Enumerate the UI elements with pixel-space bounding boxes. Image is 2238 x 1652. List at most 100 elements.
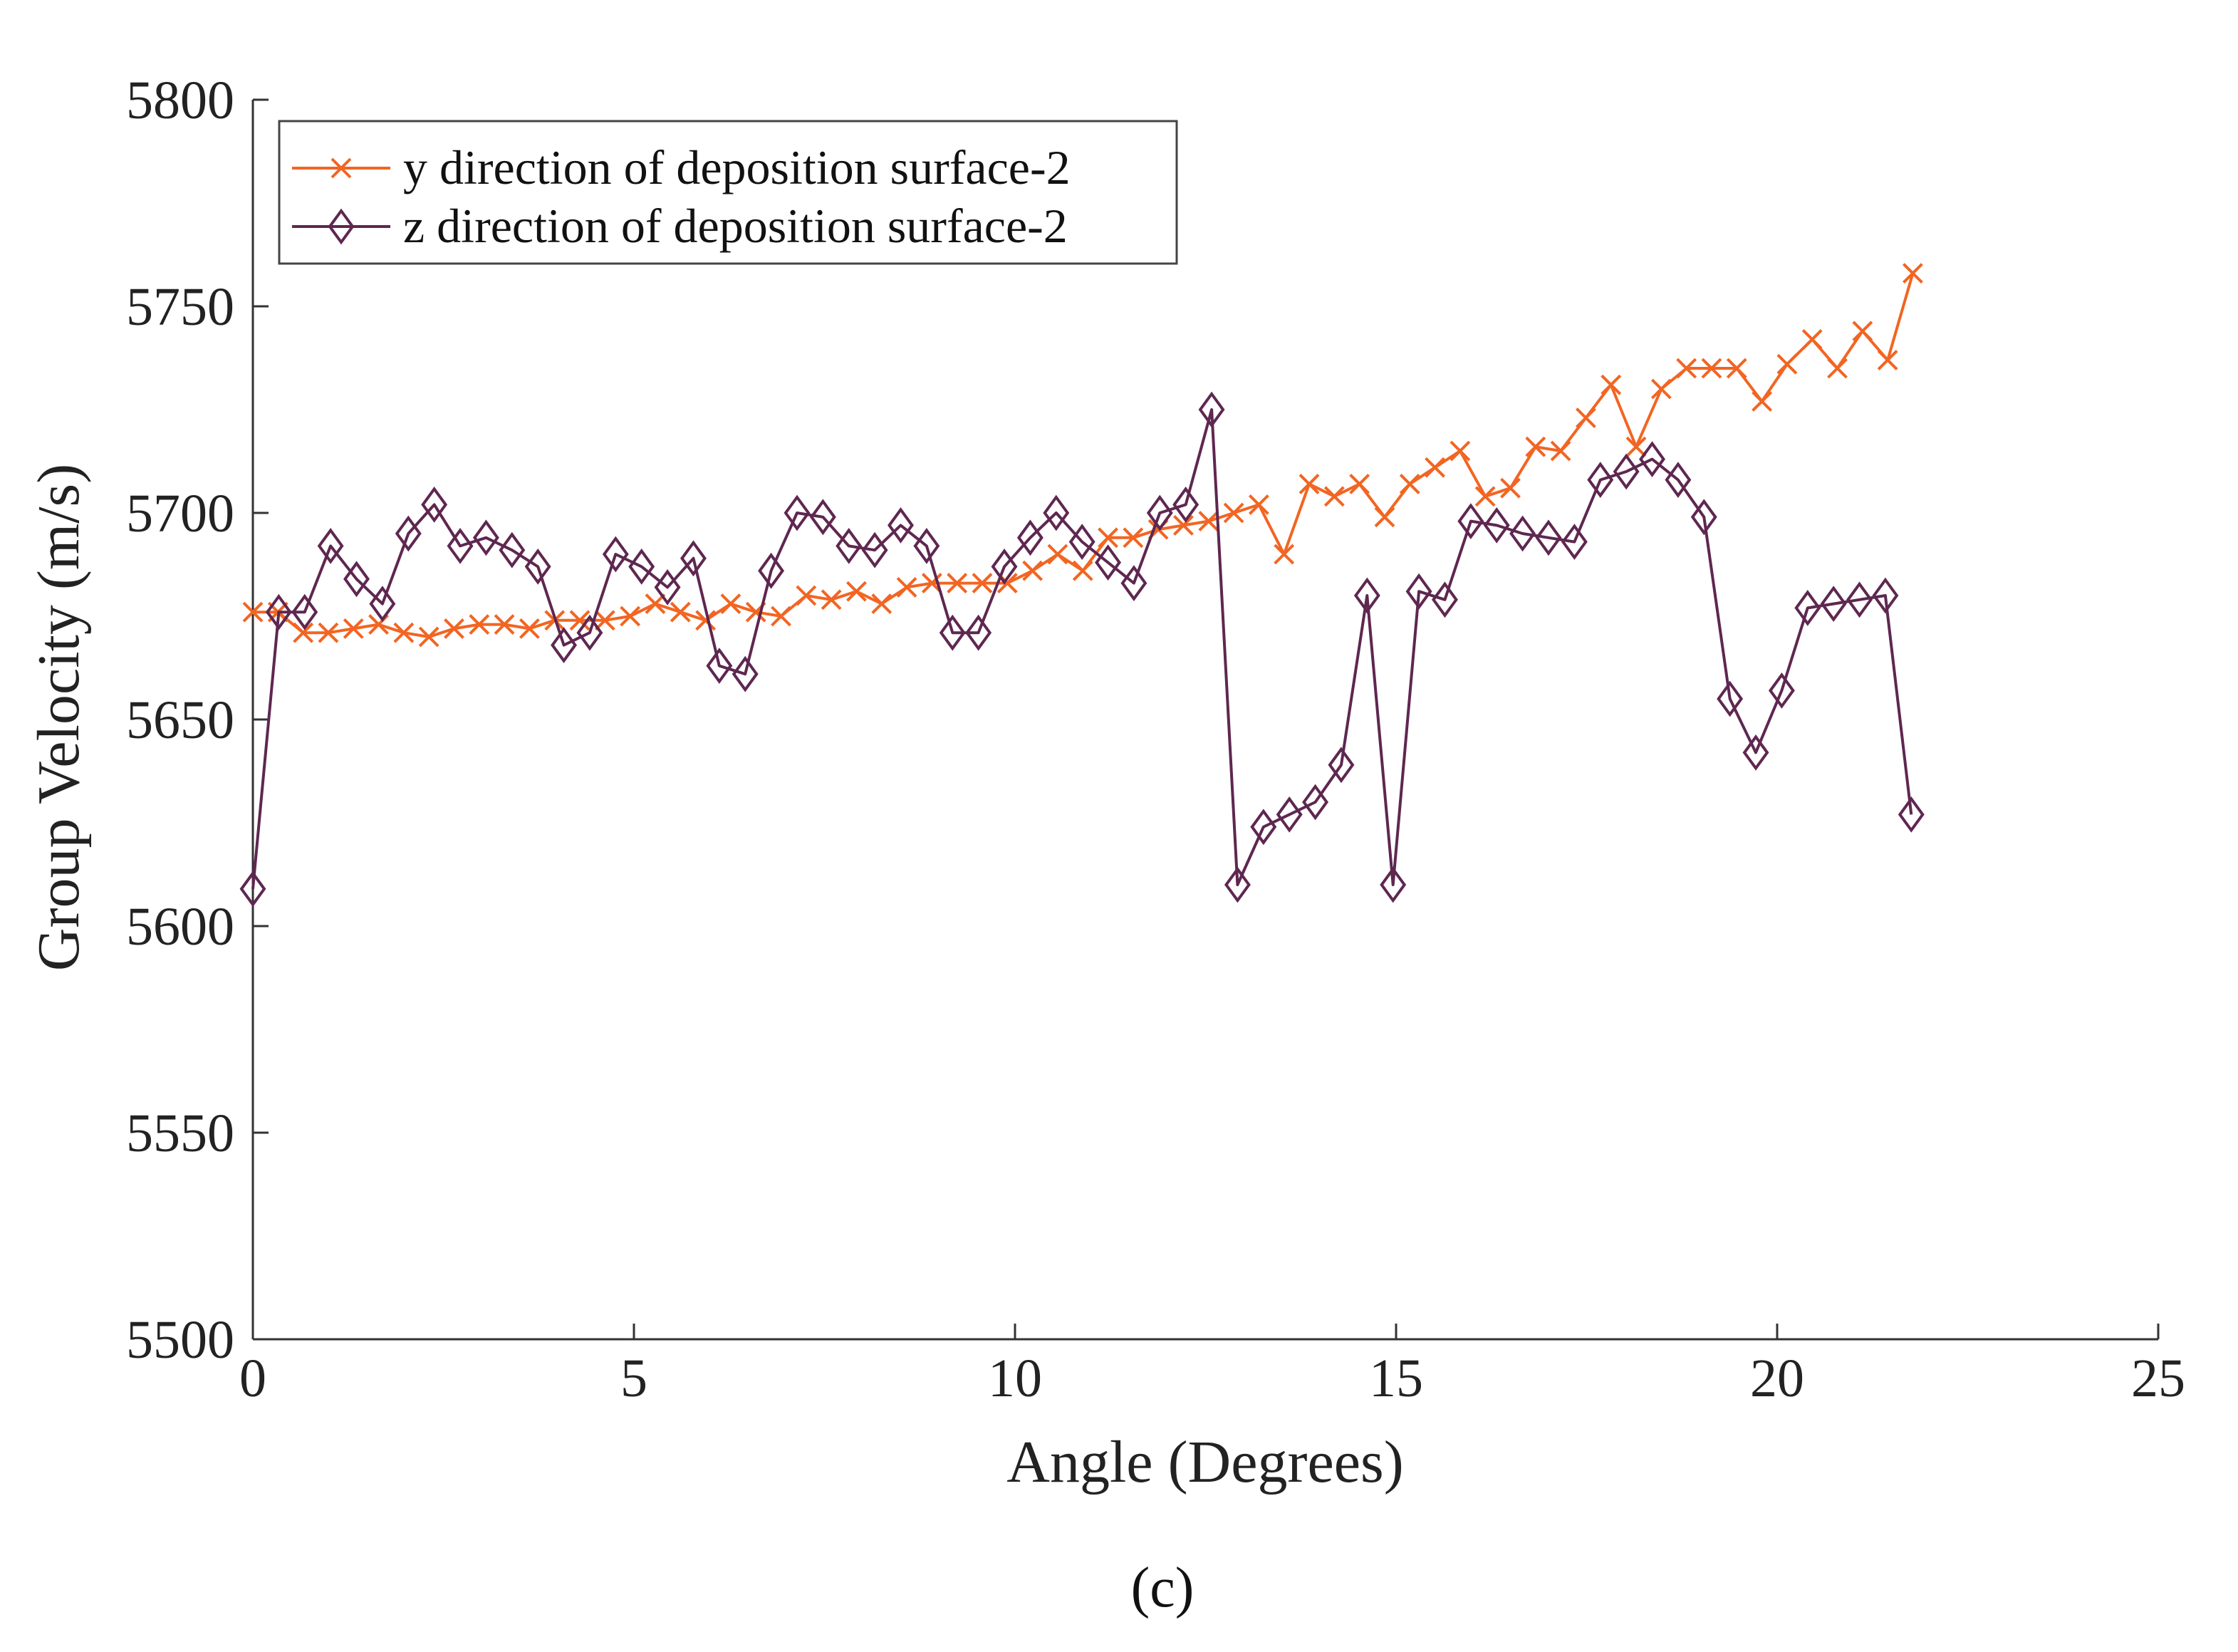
data-point (1872, 577, 1899, 614)
data-point (1224, 866, 1251, 903)
data-point (670, 601, 691, 623)
data-point (1550, 440, 1571, 462)
data-point (444, 618, 464, 639)
data-point (1474, 486, 1496, 507)
data-point (1639, 441, 1665, 478)
y-tick-label: 5600 (126, 897, 234, 957)
data-point (293, 622, 314, 643)
data-point (369, 586, 396, 623)
data-point (1877, 349, 1898, 370)
data-point (291, 593, 318, 630)
data-point (846, 581, 867, 602)
data-point (1022, 560, 1043, 581)
data-point (972, 573, 993, 594)
data-point (784, 494, 811, 531)
data-point (1752, 390, 1773, 412)
data-point (1665, 462, 1692, 499)
data-point (1801, 328, 1823, 350)
data-point (1123, 527, 1144, 549)
data-point (888, 506, 914, 544)
data-point (628, 548, 655, 585)
series-1 (239, 391, 1925, 908)
data-point (1690, 499, 1717, 536)
data-point (472, 519, 499, 556)
data-point (265, 593, 292, 630)
data-point (1302, 784, 1329, 821)
data-point (913, 527, 940, 564)
data-point (1576, 407, 1596, 429)
data-point (1613, 453, 1640, 490)
data-point (821, 589, 842, 611)
data-point (1425, 457, 1445, 478)
data-point (1701, 358, 1722, 379)
data-point (1323, 486, 1345, 507)
data-point (242, 601, 264, 623)
data-point (1457, 503, 1484, 540)
data-point (1625, 436, 1647, 457)
data-point (1068, 524, 1095, 561)
data-point (343, 618, 364, 639)
y-tick-label: 5800 (126, 71, 234, 130)
data-point (1846, 581, 1873, 618)
data-point (1047, 544, 1068, 565)
data-point (1903, 263, 1923, 284)
data-point (524, 548, 551, 585)
data-point (1016, 519, 1043, 556)
data-point (771, 606, 791, 627)
data-point (620, 606, 641, 627)
data-point (395, 515, 422, 552)
axes (251, 100, 2158, 1341)
data-point (947, 573, 968, 594)
series-line-0 (253, 273, 1915, 638)
data-point (654, 568, 681, 606)
data-point (1820, 586, 1847, 623)
series-0 (242, 263, 1923, 648)
data-point (499, 531, 526, 568)
data-point (551, 627, 578, 664)
data-point (1525, 436, 1546, 457)
data-point (1450, 440, 1471, 462)
data-point (1742, 734, 1769, 771)
data-point (469, 614, 490, 635)
y-axis-title: Group Velocity (m/s) (26, 464, 92, 971)
data-point (645, 593, 666, 615)
data-point (1717, 680, 1744, 717)
y-tick-label: 5500 (126, 1310, 234, 1370)
data-point (1483, 506, 1510, 544)
data-point (602, 536, 629, 573)
data-point (1827, 358, 1848, 379)
data-point (939, 614, 966, 651)
data-point (861, 531, 888, 568)
legend-entries (292, 157, 390, 245)
data-point (695, 610, 716, 631)
data-point (720, 593, 741, 615)
y-ticks: 5500 5550 5600 5650 5700 5750 5800 (126, 71, 269, 1370)
data-point (1405, 573, 1432, 610)
data-point (836, 527, 863, 564)
data-point (318, 622, 339, 643)
data-point (732, 655, 759, 692)
data-point (1676, 358, 1697, 379)
data-point (569, 610, 590, 631)
data-point (1248, 494, 1269, 515)
data-point (1098, 527, 1118, 549)
series-line-1 (251, 408, 1913, 889)
data-point (1198, 511, 1219, 532)
data-point (991, 548, 1018, 585)
x-tick-label: 15 (1369, 1349, 1423, 1408)
data-point (343, 561, 370, 598)
x-tick-label: 5 (620, 1349, 647, 1408)
data-point (594, 610, 615, 631)
legend-label-y: y direction of deposition surface-2 (403, 140, 1071, 194)
data-point (1043, 494, 1070, 531)
data-point (1561, 524, 1588, 561)
data-point (1399, 473, 1420, 494)
data-point (809, 499, 836, 536)
figure-caption: (c) (1131, 1557, 1195, 1619)
x-ticks: 0 5 10 15 20 25 (239, 1324, 2185, 1408)
x-tick-label: 25 (2131, 1349, 2185, 1408)
data-point (1898, 796, 1925, 833)
data-point (239, 871, 266, 908)
data-point (1173, 514, 1194, 536)
